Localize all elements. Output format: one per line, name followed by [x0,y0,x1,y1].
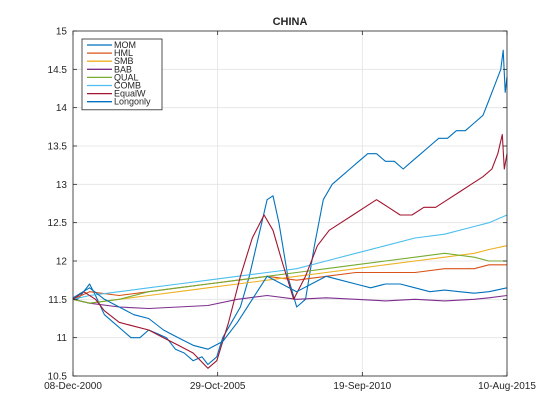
y-tick-label: 11 [57,333,68,344]
y-tick-label: 15 [56,27,68,38]
chart-title: CHINA [273,16,308,28]
x-tick-label: 08-Dec-2000 [44,381,102,392]
y-tick-label: 14 [56,103,68,114]
x-tick-label: 10-Aug-2015 [478,381,536,392]
y-tick-label: 12.5 [48,218,68,229]
y-tick-label: 14.5 [48,65,68,76]
legend-label: Longonly [114,97,151,107]
x-tick-label: 19-Sep-2010 [333,381,391,392]
x-tick-label: 29-Oct-2005 [190,381,246,392]
y-tick-label: 11.5 [48,295,67,306]
y-tick-label: 13 [56,180,68,191]
y-tick-label: 12 [56,257,68,268]
y-tick-label: 13.5 [48,142,68,153]
